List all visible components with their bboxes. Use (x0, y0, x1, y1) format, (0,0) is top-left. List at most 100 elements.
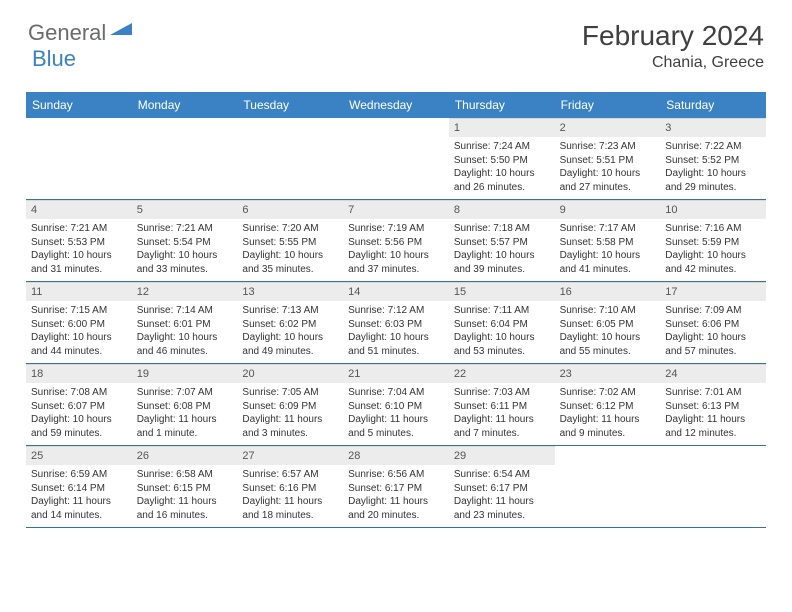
sunset-text: Sunset: 6:17 PM (454, 482, 550, 496)
cell-body: Sunrise: 7:09 AMSunset: 6:06 PMDaylight:… (660, 301, 766, 363)
cell-date: 22 (449, 364, 555, 383)
calendar-cell: 24Sunrise: 7:01 AMSunset: 6:13 PMDayligh… (660, 364, 766, 445)
sunset-text: Sunset: 5:53 PM (31, 236, 127, 250)
daylight-text: Daylight: 10 hours and 27 minutes. (560, 167, 656, 194)
cell-body: Sunrise: 7:02 AMSunset: 6:12 PMDaylight:… (555, 383, 661, 445)
daylight-text: Daylight: 10 hours and 57 minutes. (665, 331, 761, 358)
sunrise-text: Sunrise: 7:21 AM (31, 222, 127, 236)
sunset-text: Sunset: 5:55 PM (242, 236, 338, 250)
calendar: Sunday Monday Tuesday Wednesday Thursday… (26, 92, 766, 528)
cell-body: Sunrise: 7:15 AMSunset: 6:00 PMDaylight:… (26, 301, 132, 363)
cell-date: 21 (343, 364, 449, 383)
sunrise-text: Sunrise: 7:21 AM (137, 222, 233, 236)
logo: General (28, 20, 134, 46)
calendar-cell (660, 446, 766, 527)
calendar-cell: 26Sunrise: 6:58 AMSunset: 6:15 PMDayligh… (132, 446, 238, 527)
cell-date: 16 (555, 282, 661, 301)
sunrise-text: Sunrise: 7:17 AM (560, 222, 656, 236)
day-header: Thursday (449, 92, 555, 118)
title-block: February 2024 Chania, Greece (582, 20, 764, 72)
day-header: Saturday (660, 92, 766, 118)
daylight-text: Daylight: 11 hours and 14 minutes. (31, 495, 127, 522)
calendar-cell: 11Sunrise: 7:15 AMSunset: 6:00 PMDayligh… (26, 282, 132, 363)
daylight-text: Daylight: 11 hours and 23 minutes. (454, 495, 550, 522)
daylight-text: Daylight: 11 hours and 16 minutes. (137, 495, 233, 522)
daylight-text: Daylight: 10 hours and 35 minutes. (242, 249, 338, 276)
cell-body: Sunrise: 6:58 AMSunset: 6:15 PMDaylight:… (132, 465, 238, 527)
calendar-cell: 2Sunrise: 7:23 AMSunset: 5:51 PMDaylight… (555, 118, 661, 199)
cell-body: Sunrise: 7:17 AMSunset: 5:58 PMDaylight:… (555, 219, 661, 281)
cell-date: 13 (237, 282, 343, 301)
cell-body: Sunrise: 7:20 AMSunset: 5:55 PMDaylight:… (237, 219, 343, 281)
sunset-text: Sunset: 6:06 PM (665, 318, 761, 332)
sunset-text: Sunset: 6:10 PM (348, 400, 444, 414)
calendar-cell: 19Sunrise: 7:07 AMSunset: 6:08 PMDayligh… (132, 364, 238, 445)
calendar-cell: 16Sunrise: 7:10 AMSunset: 6:05 PMDayligh… (555, 282, 661, 363)
daylight-text: Daylight: 10 hours and 49 minutes. (242, 331, 338, 358)
sunset-text: Sunset: 5:50 PM (454, 154, 550, 168)
logo-triangle-icon (110, 19, 132, 40)
calendar-cell: 13Sunrise: 7:13 AMSunset: 6:02 PMDayligh… (237, 282, 343, 363)
cell-date: 19 (132, 364, 238, 383)
sunset-text: Sunset: 5:56 PM (348, 236, 444, 250)
sunset-text: Sunset: 5:51 PM (560, 154, 656, 168)
cell-date: 6 (237, 200, 343, 219)
sunrise-text: Sunrise: 7:08 AM (31, 386, 127, 400)
sunrise-text: Sunrise: 6:58 AM (137, 468, 233, 482)
calendar-cell: 18Sunrise: 7:08 AMSunset: 6:07 PMDayligh… (26, 364, 132, 445)
cell-date: 4 (26, 200, 132, 219)
sunrise-text: Sunrise: 7:20 AM (242, 222, 338, 236)
calendar-cell: 5Sunrise: 7:21 AMSunset: 5:54 PMDaylight… (132, 200, 238, 281)
sunset-text: Sunset: 5:59 PM (665, 236, 761, 250)
cell-body: Sunrise: 7:13 AMSunset: 6:02 PMDaylight:… (237, 301, 343, 363)
sunset-text: Sunset: 6:16 PM (242, 482, 338, 496)
cell-body: Sunrise: 7:08 AMSunset: 6:07 PMDaylight:… (26, 383, 132, 445)
cell-date: 14 (343, 282, 449, 301)
cell-body: Sunrise: 7:24 AMSunset: 5:50 PMDaylight:… (449, 137, 555, 199)
daylight-text: Daylight: 10 hours and 53 minutes. (454, 331, 550, 358)
sunrise-text: Sunrise: 7:05 AM (242, 386, 338, 400)
sunrise-text: Sunrise: 7:03 AM (454, 386, 550, 400)
cell-date: 10 (660, 200, 766, 219)
sunset-text: Sunset: 6:14 PM (31, 482, 127, 496)
sunrise-text: Sunrise: 6:57 AM (242, 468, 338, 482)
sunrise-text: Sunrise: 7:12 AM (348, 304, 444, 318)
cell-body: Sunrise: 6:57 AMSunset: 6:16 PMDaylight:… (237, 465, 343, 527)
cell-date: 20 (237, 364, 343, 383)
cell-date: 1 (449, 118, 555, 137)
daylight-text: Daylight: 11 hours and 20 minutes. (348, 495, 444, 522)
cell-date (26, 118, 132, 124)
sunset-text: Sunset: 5:54 PM (137, 236, 233, 250)
sunrise-text: Sunrise: 7:10 AM (560, 304, 656, 318)
sunrise-text: Sunrise: 7:14 AM (137, 304, 233, 318)
calendar-cell (26, 118, 132, 199)
cell-body: Sunrise: 7:16 AMSunset: 5:59 PMDaylight:… (660, 219, 766, 281)
sunrise-text: Sunrise: 7:04 AM (348, 386, 444, 400)
cell-date: 12 (132, 282, 238, 301)
daylight-text: Daylight: 10 hours and 42 minutes. (665, 249, 761, 276)
calendar-cell: 14Sunrise: 7:12 AMSunset: 6:03 PMDayligh… (343, 282, 449, 363)
cell-body: Sunrise: 7:11 AMSunset: 6:04 PMDaylight:… (449, 301, 555, 363)
sunrise-text: Sunrise: 7:11 AM (454, 304, 550, 318)
cell-date: 2 (555, 118, 661, 137)
sunrise-text: Sunrise: 7:15 AM (31, 304, 127, 318)
day-header: Friday (555, 92, 661, 118)
cell-date: 5 (132, 200, 238, 219)
cell-date (343, 118, 449, 124)
daylight-text: Daylight: 10 hours and 39 minutes. (454, 249, 550, 276)
day-header: Sunday (26, 92, 132, 118)
calendar-cell: 15Sunrise: 7:11 AMSunset: 6:04 PMDayligh… (449, 282, 555, 363)
cell-body: Sunrise: 7:03 AMSunset: 6:11 PMDaylight:… (449, 383, 555, 445)
sunset-text: Sunset: 5:57 PM (454, 236, 550, 250)
daylight-text: Daylight: 11 hours and 12 minutes. (665, 413, 761, 440)
cell-body: Sunrise: 7:10 AMSunset: 6:05 PMDaylight:… (555, 301, 661, 363)
calendar-cell: 10Sunrise: 7:16 AMSunset: 5:59 PMDayligh… (660, 200, 766, 281)
cell-date: 11 (26, 282, 132, 301)
cell-date: 8 (449, 200, 555, 219)
calendar-cell (343, 118, 449, 199)
sunset-text: Sunset: 6:09 PM (242, 400, 338, 414)
daylight-text: Daylight: 11 hours and 9 minutes. (560, 413, 656, 440)
week-row: 1Sunrise: 7:24 AMSunset: 5:50 PMDaylight… (26, 118, 766, 200)
week-row: 18Sunrise: 7:08 AMSunset: 6:07 PMDayligh… (26, 364, 766, 446)
calendar-cell: 25Sunrise: 6:59 AMSunset: 6:14 PMDayligh… (26, 446, 132, 527)
